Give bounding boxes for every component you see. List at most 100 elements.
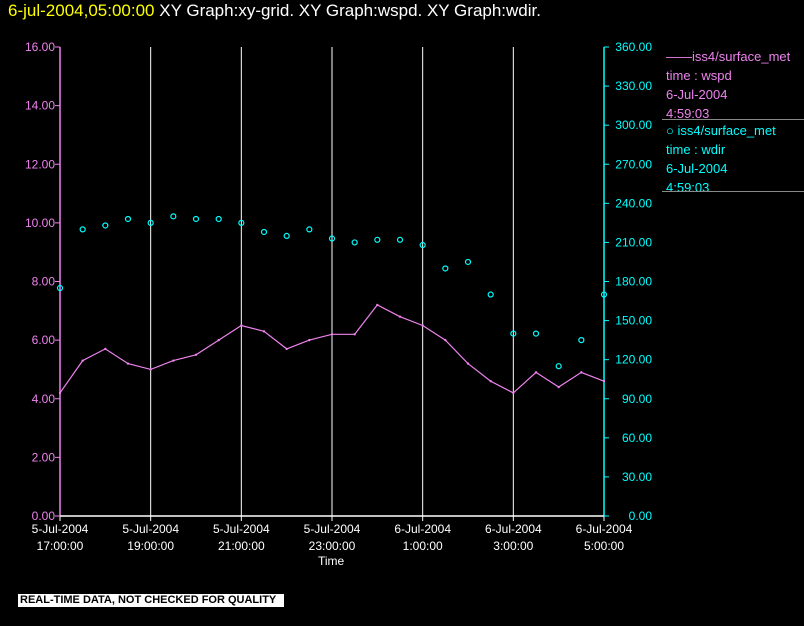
right-y-tick-label: 0.00 [629, 509, 653, 523]
wdir-data-point [464, 258, 472, 266]
wdir-data-point [351, 239, 358, 246]
x-tick-label: 19:00:00 [127, 539, 174, 553]
x-tick-label: 1:00:00 [403, 539, 443, 553]
x-axis-label: Time [318, 554, 345, 568]
right-y-tick-label: 60.00 [622, 431, 652, 445]
x-tick-label: 3:00:00 [493, 539, 533, 553]
wspd-data-point [512, 391, 515, 395]
wspd-data-point [81, 359, 84, 362]
wdir-data-point [170, 213, 177, 220]
wspd-data-point [398, 315, 402, 318]
wdir-data-point [510, 330, 517, 337]
graph-title: 6-jul-2004,05:00:00 XY Graph:xy-grid. XY… [8, 1, 541, 21]
wdir-data-point [555, 363, 562, 370]
legend-wspd-variable: time : wspd [666, 68, 732, 83]
wspd-data-point [330, 333, 334, 336]
wspd-data-point [557, 385, 560, 389]
title-date: 6-jul-2004,05:00:00 [8, 1, 155, 20]
wspd-data-point [58, 391, 62, 395]
wspd-data-point [262, 330, 266, 333]
wdir-data-point [192, 215, 200, 223]
right-y-tick-label: 270.00 [615, 157, 652, 171]
wdir-data-point [238, 219, 245, 226]
x-tick-label: 5:00:00 [584, 539, 624, 553]
right-y-tick-label: 90.00 [622, 392, 652, 406]
x-tick-label: 6-Jul-2004 [576, 522, 633, 536]
x-tick-label: 5-Jul-2004 [122, 522, 179, 536]
wspd-data-point [217, 338, 220, 342]
wspd-data-point [126, 362, 130, 365]
wdir-data-point [102, 222, 109, 229]
wspd-data-point [240, 324, 243, 327]
wspd-data-point [353, 333, 356, 336]
legend-wdir-variable: time : wdir [666, 142, 726, 157]
left-y-tick-label: 16.00 [25, 40, 55, 54]
legend-wdir-time: 4:59:03 [666, 180, 710, 195]
wdir-data-point [442, 265, 449, 272]
left-y-tick-label: 12.00 [25, 157, 55, 171]
wspd-data-point [602, 379, 606, 383]
legend-wspd-time: 4:59:03 [666, 106, 710, 121]
wspd-data-point [104, 347, 107, 351]
wspd-data-point [285, 347, 288, 351]
x-tick-label: 5-Jul-2004 [213, 522, 270, 536]
legend-divider [662, 191, 804, 192]
wspd-data-point [466, 362, 470, 365]
x-tick-label: 21:00:00 [218, 539, 265, 553]
wspd-data-point [376, 303, 379, 307]
wdir-data-point [283, 232, 290, 240]
wdir-data-point [532, 330, 540, 337]
legend-divider [662, 119, 804, 120]
left-y-tick-label: 8.00 [32, 275, 56, 289]
wspd-data-point [194, 353, 198, 356]
wdir-data-point [124, 215, 132, 223]
x-tick-label: 5-Jul-2004 [304, 522, 361, 536]
wdir-data-point [328, 235, 336, 242]
x-tick-label: 6-Jul-2004 [485, 522, 542, 536]
right-y-tick-label: 240.00 [615, 196, 652, 210]
wspd-data-point [172, 359, 175, 362]
wdir-data-point [396, 236, 404, 243]
right-y-tick-label: 120.00 [615, 353, 652, 367]
right-y-tick-label: 360.00 [615, 40, 652, 54]
x-tick-label: 17:00:00 [37, 539, 84, 553]
left-y-tick-label: 6.00 [32, 333, 56, 347]
left-y-tick-label: 0.00 [32, 509, 56, 523]
wspd-data-point [421, 324, 424, 327]
right-y-tick-label: 150.00 [615, 314, 652, 328]
right-y-tick-label: 300.00 [615, 118, 652, 132]
wdir-data-point [215, 215, 222, 223]
left-y-tick-label: 10.00 [25, 216, 55, 230]
legend-wspd-source: ——iss4/surface_met [666, 49, 791, 64]
left-y-tick-label: 14.00 [25, 99, 55, 113]
legend-wdir: ○ iss4/surface_met time : wdir 6-Jul-200… [662, 121, 804, 197]
legend-wdir-source: ○ iss4/surface_met [666, 123, 776, 138]
wdir-data-point [600, 291, 608, 298]
wspd-data-point [149, 368, 152, 371]
wdir-data-point [487, 291, 494, 298]
right-y-tick-label: 30.00 [622, 470, 652, 484]
wspd-data-point [444, 338, 447, 342]
x-tick-label: 5-Jul-2004 [32, 522, 89, 536]
wspd-data-point [534, 371, 538, 374]
wdir-data-point [578, 337, 585, 344]
quality-disclaimer: REAL-TIME DATA, NOT CHECKED FOR QUALITY [18, 594, 285, 607]
wdir-data-point [260, 228, 268, 236]
right-y-tick-label: 180.00 [615, 275, 652, 289]
left-y-tick-label: 2.00 [32, 450, 56, 464]
wdir-data-point [374, 236, 381, 243]
wspd-data-point [489, 379, 492, 383]
legend-wspd: ——iss4/surface_met time : wspd 6-Jul-200… [662, 47, 804, 123]
wspd-data-point [308, 338, 311, 342]
x-tick-label: 23:00:00 [309, 539, 356, 553]
right-y-tick-label: 330.00 [615, 79, 652, 93]
wdir-data-point [79, 226, 86, 233]
wdir-data-point [419, 241, 426, 249]
right-y-tick-label: 210.00 [615, 235, 652, 249]
legend-wdir-date: 6-Jul-2004 [666, 161, 728, 176]
wspd-data-point [580, 371, 583, 374]
title-graphs: XY Graph:xy-grid. XY Graph:wspd. XY Grap… [159, 1, 541, 20]
wdir-data-point [56, 284, 64, 292]
wdir-data-point [306, 226, 313, 233]
